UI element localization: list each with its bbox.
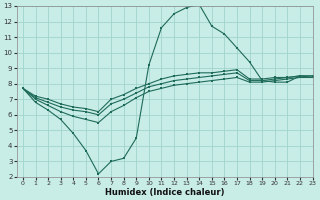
X-axis label: Humidex (Indice chaleur): Humidex (Indice chaleur): [105, 188, 224, 197]
